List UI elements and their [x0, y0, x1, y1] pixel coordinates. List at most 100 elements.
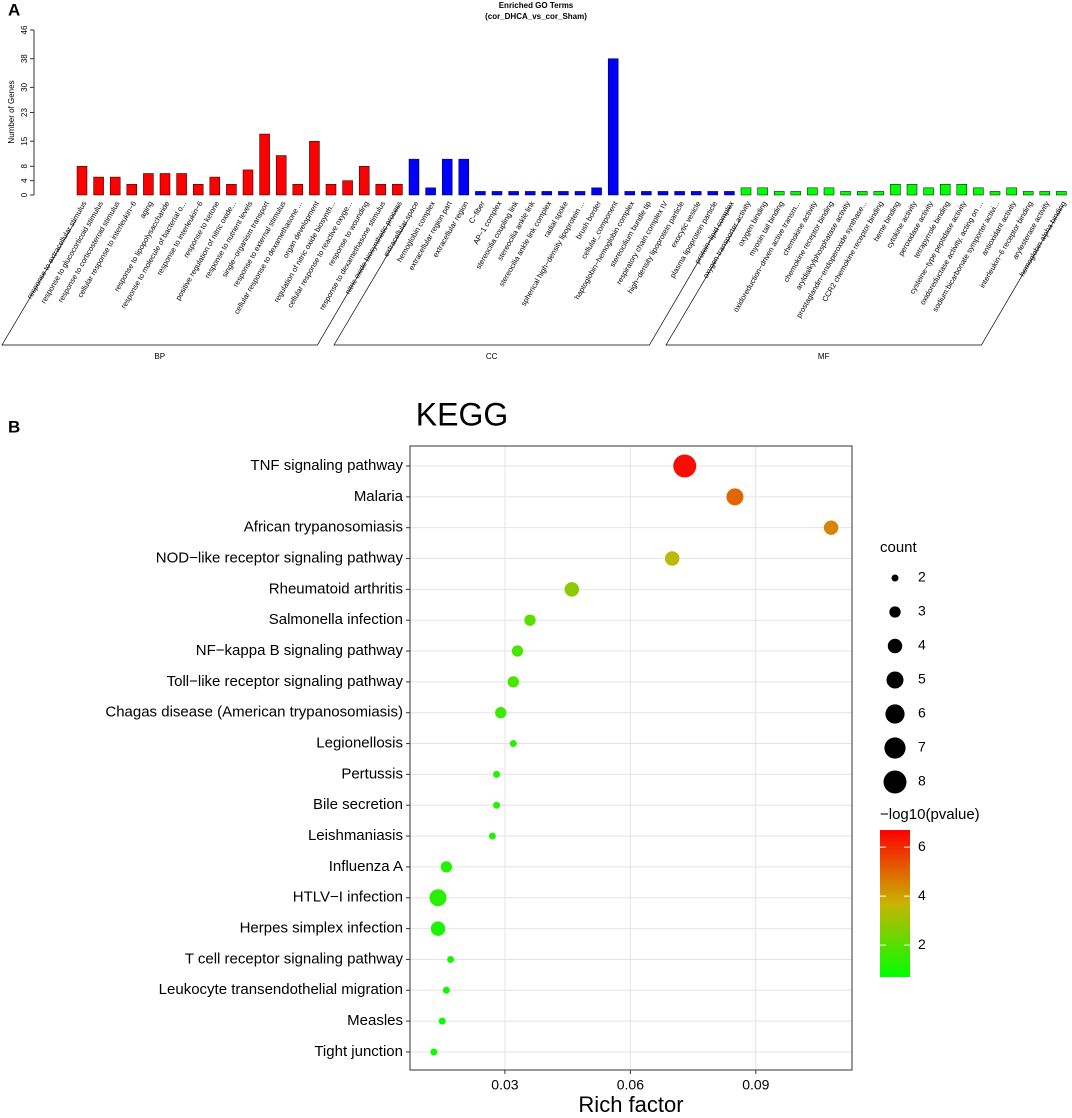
bar: [309, 140, 320, 196]
bar: [956, 183, 968, 196]
point: [673, 454, 697, 478]
legend-label: 2: [918, 569, 926, 585]
point: [726, 488, 744, 506]
legend-key: [883, 770, 907, 794]
chart-title: Enriched GO Terms: [499, 1, 574, 10]
point: [447, 955, 455, 963]
group-bracket: [1, 204, 400, 346]
bar: [923, 187, 934, 196]
bar: [126, 183, 138, 196]
bar: [1056, 191, 1067, 196]
group-bracket: [333, 204, 732, 346]
plot-background: [410, 446, 852, 1070]
point: [664, 551, 680, 566]
point: [509, 740, 517, 748]
legend-label: 4: [918, 637, 926, 653]
group-label: CC: [486, 352, 498, 361]
bar: [259, 133, 270, 196]
point: [430, 921, 446, 936]
plot-border: [409, 445, 853, 1071]
point: [438, 1017, 446, 1025]
legend-label: 3: [918, 603, 926, 619]
bar: [757, 187, 768, 196]
bar: [1006, 187, 1017, 196]
legend-key: [886, 671, 904, 689]
group-label: MF: [818, 352, 830, 361]
bar: [209, 176, 221, 196]
legend-label: 6: [918, 705, 926, 721]
bar: [607, 58, 619, 196]
panel-label: A: [8, 0, 20, 19]
y-tick-label: 23: [20, 108, 29, 117]
bar: [408, 158, 420, 196]
colorbar-label: 4: [918, 887, 926, 903]
bar: [358, 166, 370, 196]
y-tick-label: African trypanosomiasis: [244, 519, 403, 536]
y-tick-label: NOD−like receptor signaling pathway: [156, 549, 404, 566]
point: [440, 861, 453, 873]
chart-subtitle: (cor_DHCA_vs_cor_Sham): [485, 12, 587, 21]
point: [524, 614, 536, 626]
bar: [541, 191, 553, 196]
bar: [93, 176, 104, 196]
point: [442, 986, 450, 994]
y-axis-label: Number of Genes: [7, 80, 16, 143]
bar: [76, 166, 88, 196]
bar: [292, 183, 304, 196]
bar: [491, 191, 503, 196]
y-tick-label: Pertussis: [341, 765, 403, 782]
y-tick-label: Tight junction: [314, 1043, 403, 1060]
bar: [591, 187, 602, 196]
bar: [325, 183, 337, 196]
y-tick-label: Influenza A: [329, 858, 403, 875]
panel-label: B: [8, 417, 20, 436]
bar: [558, 191, 569, 196]
point: [493, 770, 501, 778]
point: [564, 582, 580, 597]
bar: [375, 183, 387, 196]
bar: [275, 155, 287, 196]
bar: [939, 183, 951, 196]
bar: [425, 187, 436, 196]
bar: [242, 169, 254, 196]
colorbar: [880, 830, 910, 977]
bar: [109, 176, 121, 196]
point: [488, 832, 496, 840]
bar: [873, 191, 885, 196]
bar: [524, 191, 536, 196]
legend-key: [889, 606, 901, 618]
y-tick-label: 8: [20, 164, 29, 169]
y-tick-label: 30: [20, 82, 29, 91]
legend-key: [887, 638, 903, 654]
group-bracket: [665, 204, 1064, 346]
chart-title: KEGG: [416, 396, 508, 432]
y-tick-label: 4: [20, 178, 29, 183]
bar: [973, 187, 984, 196]
x-tick-label: 0.06: [617, 1077, 644, 1093]
bar: [226, 183, 237, 196]
bar: [458, 158, 470, 196]
bar: [657, 191, 669, 196]
bar: [773, 191, 785, 196]
legend-key: [891, 574, 899, 582]
legend-title: −log10(pvalue): [880, 806, 980, 823]
x-tick-label: 0.09: [742, 1077, 769, 1093]
bar: [856, 191, 868, 196]
y-tick-label: Chagas disease (American trypanosomiasis…: [105, 704, 403, 721]
legend-label: 8: [918, 773, 926, 789]
x-tick-label: 0.03: [491, 1077, 518, 1093]
y-tick-label: Measles: [347, 1012, 403, 1029]
bar: [740, 187, 752, 196]
bar: [624, 191, 636, 196]
bar: [1039, 191, 1051, 196]
y-tick-label: 0: [20, 192, 29, 197]
bar: [192, 183, 204, 196]
point: [430, 1048, 438, 1056]
legend-title: count: [880, 539, 918, 556]
legend-key: [884, 737, 906, 759]
y-tick-label: 15: [20, 136, 29, 145]
y-tick-label: TNF signaling pathway: [250, 457, 403, 474]
bar: [508, 191, 519, 196]
y-tick-label: Herpes simplex infection: [240, 920, 403, 937]
